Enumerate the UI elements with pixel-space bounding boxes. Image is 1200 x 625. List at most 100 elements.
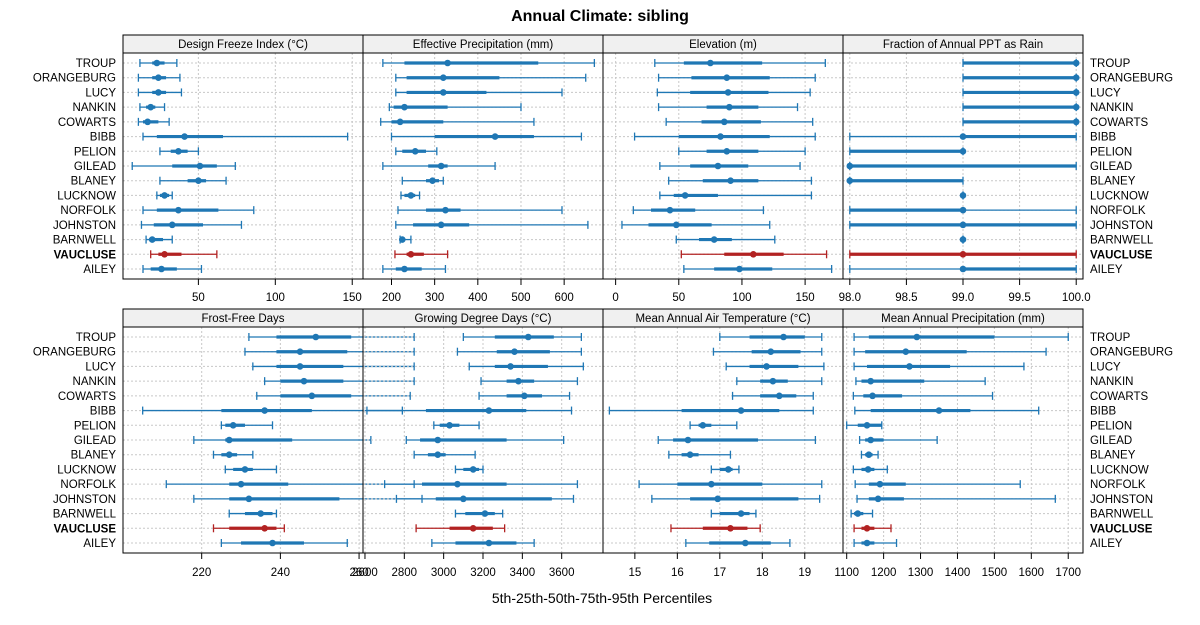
median-point	[854, 510, 862, 517]
series-mark-troup	[719, 333, 823, 341]
median-point	[511, 348, 518, 356]
row-label-left: BIBB	[90, 406, 117, 418]
series-mark-barnwell	[675, 235, 776, 244]
series-mark-orangeburg	[456, 347, 583, 356]
series-mark-orangeburg	[962, 73, 1080, 82]
series-mark-lucy	[395, 88, 563, 97]
series-mark-nankin	[480, 377, 579, 386]
median-point	[175, 147, 182, 155]
series-mark-bibb	[142, 132, 349, 141]
series-mark-lucknow	[852, 465, 888, 474]
series-mark-lucy	[853, 362, 1025, 371]
median-point	[846, 162, 854, 170]
series-mark-orangeburg	[657, 73, 816, 82]
x-axis-label: 5th-25th-50th-75th-95th Percentiles	[492, 590, 712, 606]
median-point	[737, 510, 745, 517]
series-mark-cowarts	[478, 391, 571, 400]
median-point	[723, 74, 731, 82]
median-point	[460, 495, 467, 503]
median-point	[161, 250, 168, 258]
median-point	[959, 206, 967, 214]
row-label-left: NANKIN	[73, 102, 116, 114]
panel-1: Effective Precipitation (mm) 200 300 400 500…	[362, 34, 604, 304]
series-mark-troup	[248, 333, 415, 341]
median-point	[720, 118, 728, 126]
series-mark-pelion	[220, 421, 274, 430]
chart-title: Annual Climate: sibling	[511, 8, 689, 25]
series-mark-orangeburg	[712, 347, 823, 356]
tick-label: 3000	[431, 567, 457, 579]
tick-label: 150	[343, 292, 362, 304]
series-mark-lucy	[725, 362, 825, 371]
median-point	[867, 377, 874, 385]
panel-title: Mean Annual Precipitation (mm)	[881, 313, 1045, 325]
median-point	[750, 250, 757, 258]
median-point	[737, 407, 745, 414]
median-point	[846, 177, 854, 185]
row-label-left: AILEY	[83, 264, 116, 276]
median-point	[507, 363, 514, 370]
series-mark-vaucluse	[670, 524, 761, 533]
median-point	[269, 539, 276, 547]
median-point	[300, 377, 308, 385]
row-label-right: NANKIN	[1090, 376, 1133, 388]
tick-label: 100.0	[1062, 292, 1091, 304]
median-point	[257, 510, 265, 517]
series-mark-johnston	[140, 220, 243, 229]
median-point	[666, 206, 674, 214]
panel-2: Elevation (m) 0 50 100 150	[602, 34, 844, 304]
series-mark-gilead	[659, 162, 801, 170]
series-mark-barnwell	[850, 509, 874, 518]
series-mark-vaucluse	[394, 250, 449, 259]
tick-label: 18	[756, 567, 769, 579]
series-mark-bibb	[849, 132, 1077, 141]
series-mark-nankin	[388, 103, 522, 112]
panel-title: Fraction of Annual PPT as Rain	[883, 39, 1043, 51]
row-label-left: NANKIN	[73, 376, 116, 388]
median-point	[225, 436, 233, 444]
series-mark-bibb	[366, 406, 573, 415]
tick-label: 50	[672, 292, 685, 304]
median-point	[437, 162, 445, 170]
median-point	[241, 466, 249, 473]
series-mark-nankin	[736, 377, 823, 386]
row-label-left: LUCY	[85, 87, 116, 99]
row-label-right: BLANEY	[1090, 450, 1136, 462]
row-label-right: ORANGEBURG	[1090, 73, 1173, 85]
series-mark-ailey	[382, 265, 447, 273]
row-label-right: LUCKNOW	[1090, 464, 1149, 476]
median-point	[521, 392, 528, 400]
series-mark-lucy	[962, 88, 1080, 97]
row-label-left: ORANGEBURG	[33, 73, 116, 85]
panel-title: Design Freeze Index (°C)	[178, 39, 308, 51]
row-label-left: BIBB	[90, 132, 117, 144]
row-label-right: BARNWELL	[1090, 509, 1154, 521]
series-mark-blaney	[159, 176, 227, 185]
tick-label: 99.0	[952, 292, 974, 304]
row-label-left: COWARTS	[58, 117, 116, 129]
median-point	[148, 236, 156, 243]
median-point	[1072, 118, 1080, 126]
series-mark-pelion	[678, 147, 806, 156]
row-label-left: BARNWELL	[53, 509, 117, 521]
row-label-left: TROUP	[76, 58, 117, 70]
row-label-right: COWARTS	[1090, 117, 1148, 129]
series-mark-ailey	[142, 265, 203, 273]
median-point	[714, 162, 722, 170]
series-mark-gilead	[382, 162, 496, 170]
median-point	[902, 348, 910, 356]
median-point	[726, 103, 733, 111]
median-point	[684, 436, 692, 444]
tick-label: 600	[555, 292, 574, 304]
tick-label: 3600	[549, 567, 575, 579]
series-mark-lucy	[137, 88, 183, 97]
median-point	[863, 421, 871, 429]
median-point	[398, 236, 406, 243]
series-mark-troup	[962, 59, 1080, 67]
median-point	[161, 192, 168, 199]
median-point	[439, 89, 447, 96]
row-label-right: PELION	[1090, 420, 1132, 432]
panel-3: Fraction of Annual PPT as Rain 98.0 98.5 99…	[839, 34, 1091, 304]
tick-label: 500	[511, 292, 530, 304]
series-mark-cowarts	[962, 117, 1080, 126]
